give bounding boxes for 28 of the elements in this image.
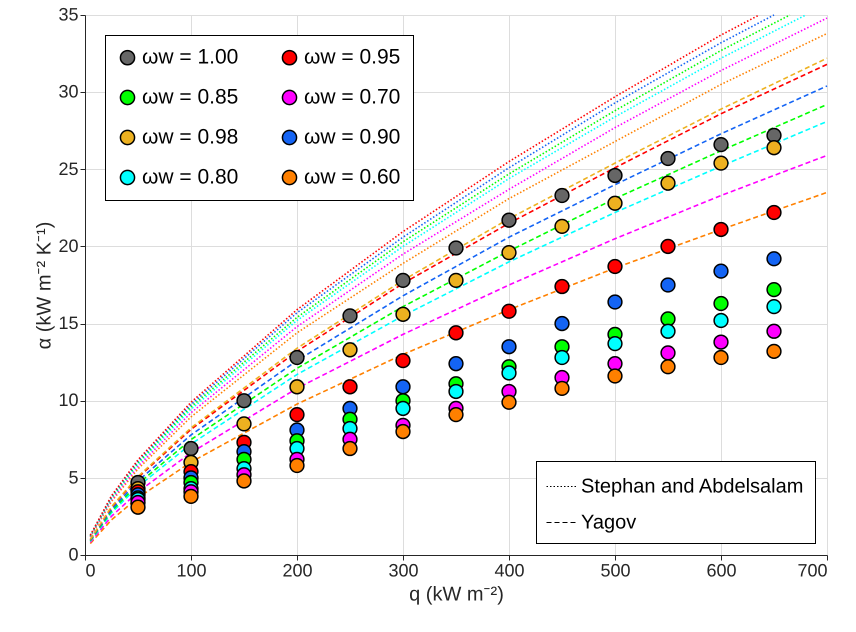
y-tick-label: 5 <box>68 467 78 488</box>
annotation: Yagov <box>581 512 636 534</box>
annotation: Stephan and Abdelsalam <box>581 476 804 498</box>
x-tick-label: 100 <box>176 560 207 580</box>
legend-label: ωw = 0.70 <box>304 86 400 108</box>
y-tick-label: 15 <box>58 313 78 334</box>
x-tick-label: 400 <box>494 560 525 580</box>
legend-label: ωw = 0.80 <box>142 166 238 188</box>
x-tick-label: 200 <box>282 560 313 580</box>
x-tick-label: 300 <box>388 560 419 580</box>
y-tick-label: 10 <box>58 390 78 410</box>
y-tick-label: 25 <box>58 158 78 179</box>
y-axis-title: α (kW m⁻² K⁻¹) <box>33 222 56 350</box>
legend-label: ωw = 0.98 <box>142 126 238 148</box>
x-axis-title: q (kW m⁻²) <box>409 584 504 606</box>
x-tick-label: 600 <box>706 560 737 580</box>
x-tick-label: 0 <box>86 560 96 580</box>
legend-label: ωw = 1.00 <box>142 46 238 69</box>
y-tick-label: 35 <box>58 4 78 24</box>
x-tick-label: 700 <box>797 560 828 580</box>
legend-label: ωw = 0.95 <box>304 46 400 69</box>
x-tick-label: 500 <box>600 560 631 580</box>
y-tick-label: 0 <box>68 544 78 564</box>
legend-label: ωw = 0.90 <box>304 126 400 148</box>
legend-label: ωw = 0.60 <box>304 166 400 188</box>
y-tick-label: 30 <box>58 82 78 102</box>
y-tick-label: 20 <box>58 236 78 256</box>
legend-label: ωw = 0.85 <box>142 86 238 108</box>
